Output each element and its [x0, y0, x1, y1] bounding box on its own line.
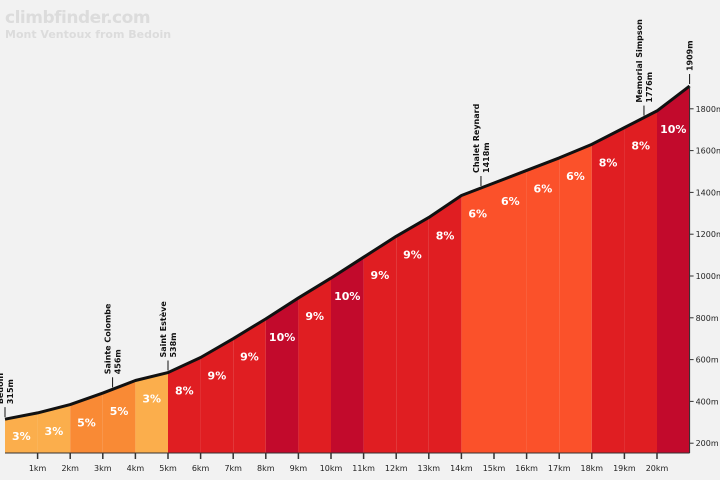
grade-label: 5% [110, 405, 129, 418]
grade-label: 3% [142, 393, 161, 406]
waypoint-elevation: 1418m [482, 142, 491, 173]
profile-segment [494, 170, 527, 453]
x-tick-label: 3km [94, 464, 112, 473]
y-tick-label: 1000m [696, 272, 720, 281]
grade-label: 3% [12, 430, 31, 443]
x-tick-label: 17km [548, 464, 571, 473]
waypoint-label: Bedoin 315m [0, 373, 15, 404]
profile-segment [233, 318, 266, 453]
grade-label: 3% [45, 425, 64, 438]
profile-segment [5, 412, 38, 453]
profile-segment [526, 157, 560, 454]
y-tick-label: 400m [696, 397, 719, 406]
x-tick-label: 6km [192, 464, 210, 473]
grade-label: 9% [403, 248, 422, 261]
waypoint-label: Chalet Reynard 1418m [472, 103, 491, 173]
x-tick-label: 5km [159, 464, 177, 473]
x-tick-label: 7km [224, 464, 242, 473]
profile-segment [461, 182, 494, 453]
y-tick-label: 1400m [696, 188, 720, 197]
grade-label: 6% [501, 195, 520, 208]
grade-label: 6% [566, 170, 585, 183]
waypoint-name: Sainte Colombe [104, 303, 113, 374]
profile-segment [428, 195, 462, 453]
profile-segment [331, 257, 364, 453]
waypoint-name: Chalet Reynard [472, 103, 481, 173]
x-tick-label: 16km [515, 464, 538, 473]
grade-label: 10% [269, 331, 295, 344]
grade-label: 9% [305, 310, 324, 323]
x-tick-label: 19km [613, 464, 636, 473]
waypoint-name: Memorial Simpson [635, 19, 644, 103]
profile-segment [396, 217, 429, 453]
x-tick-label: 8km [257, 464, 275, 473]
x-tick-label: 13km [417, 464, 440, 473]
grade-label: 9% [371, 269, 390, 282]
waypoint-elevation: 315m [6, 379, 15, 404]
profile-segment [624, 110, 657, 453]
x-tick-label: 10km [320, 464, 343, 473]
profile-segment [298, 278, 331, 453]
x-tick-label: 1km [29, 464, 47, 473]
waypoint-elevation: 538m [169, 333, 178, 358]
y-tick-label: 1600m [696, 147, 720, 156]
x-tick-label: 14km [450, 464, 473, 473]
profile-segment [559, 144, 592, 453]
waypoint-label: Memorial Simpson 1776m [635, 19, 654, 103]
x-tick-label: 18km [580, 464, 603, 473]
profile-segment [363, 236, 397, 453]
profile-segment [168, 357, 201, 453]
chart-subtitle: Mont Ventoux from Bedoin [5, 28, 172, 41]
waypoint-label: Saint Estève 538m [158, 301, 178, 358]
profile-segment [70, 393, 103, 453]
waypoint-name: Bedoin [0, 373, 5, 404]
waypoint-elevation: 1776m [645, 72, 654, 103]
y-tick-label: 1800m [696, 105, 720, 114]
y-tick-label: 1200m [696, 230, 720, 239]
waypoint-name: Saint Estève [158, 301, 168, 358]
grade-label: 6% [534, 182, 553, 195]
y-tick-label: 800m [696, 314, 719, 323]
x-tick-label: 4km [127, 464, 145, 473]
grade-label: 8% [631, 140, 650, 153]
profile-segment [135, 372, 168, 453]
profile-line [4, 84, 691, 421]
waypoint-label: 1909m [686, 40, 695, 71]
grade-label: 8% [175, 385, 194, 398]
x-tick-label: 12km [385, 464, 408, 473]
grade-label: 6% [468, 208, 487, 221]
x-tick-label: 9km [290, 464, 308, 473]
grade-label: 10% [660, 123, 686, 136]
grade-label: 5% [77, 417, 96, 430]
y-tick-label: 600m [696, 356, 719, 365]
grade-label: 9% [208, 370, 227, 383]
profile-segment [102, 380, 136, 453]
x-tick-label: 15km [483, 464, 506, 473]
profile-segment [37, 404, 71, 453]
x-tick-label: 11km [352, 464, 375, 473]
profile-segment [200, 338, 234, 453]
waypoint-elevation: 1909m [686, 40, 695, 71]
profile-segment [591, 127, 625, 454]
grade-label: 10% [334, 290, 360, 303]
x-tick-label: 20km [646, 464, 669, 473]
x-tick-label: 2km [61, 464, 79, 473]
site-logo-text: climbfinder.com [5, 8, 151, 28]
y-tick-label: 200m [696, 439, 719, 448]
waypoint-label: Sainte Colombe 456m [104, 303, 123, 374]
grade-label: 8% [436, 229, 455, 242]
profile-segment [265, 297, 299, 453]
profile-segment [657, 86, 690, 454]
grade-label: 9% [240, 351, 259, 364]
grade-label: 8% [599, 156, 618, 169]
waypoint-elevation: 456m [114, 349, 123, 374]
